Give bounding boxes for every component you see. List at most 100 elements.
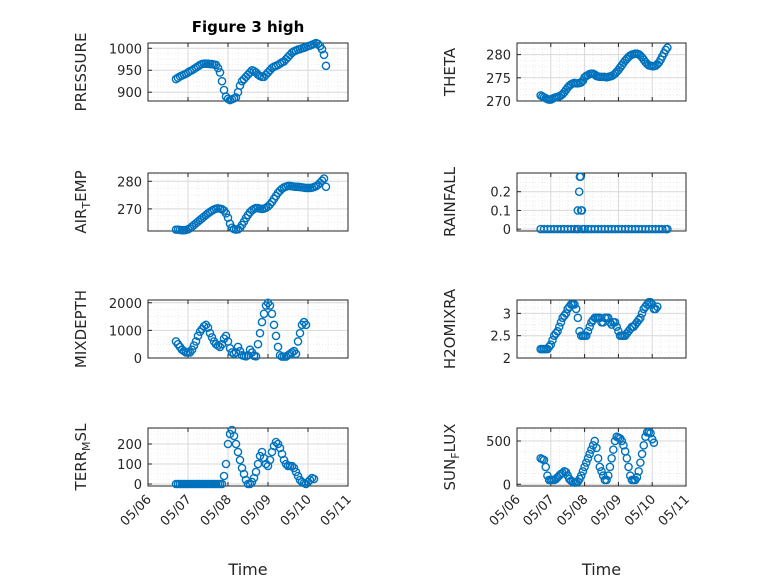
data-point [646, 428, 655, 438]
data-point [305, 475, 315, 485]
data-point [275, 350, 285, 360]
axes-box [516, 172, 687, 232]
x-tick-label: 05/07 [521, 492, 558, 529]
data-point [578, 466, 588, 476]
data-point [293, 471, 303, 481]
data-point [265, 455, 275, 465]
data-point [205, 328, 215, 338]
data-point [560, 311, 569, 320]
y-tick-label: 2 [503, 352, 511, 367]
data-point [225, 344, 235, 353]
x-tick-label: 05/08 [554, 492, 591, 529]
data-point [576, 471, 586, 480]
data-point [622, 453, 632, 463]
data-series [171, 425, 319, 489]
data-point [651, 304, 660, 314]
data-point [223, 439, 233, 449]
data-point [319, 50, 329, 60]
data-point [255, 328, 265, 338]
data-point [313, 39, 323, 49]
chart-title: Figure 3 high [192, 18, 305, 36]
data-series [536, 172, 672, 234]
data-point [245, 68, 255, 77]
data-point [233, 447, 243, 457]
data-point [287, 461, 297, 471]
data-point [634, 466, 643, 476]
data-point [573, 313, 583, 323]
data-point [581, 458, 591, 467]
y-tick-label: 0.1 [490, 204, 511, 219]
x-tick-label: 05/08 [198, 492, 235, 529]
subplot-mixdepth: 0 1000 2000 MIXDEPTH [72, 290, 349, 368]
x-tick-label: 05/09 [238, 492, 275, 529]
data-point [189, 341, 199, 350]
y-axis-label: RAINFALL [441, 166, 459, 237]
data-point [587, 445, 596, 454]
y-axis-label: THETA [441, 47, 459, 97]
data-point [636, 458, 645, 467]
y-tick-label: 100 [117, 458, 142, 473]
data-point [273, 342, 283, 352]
data-point [251, 467, 261, 477]
y-tick-label: 500 [486, 435, 511, 450]
axes-box [147, 42, 349, 102]
data-point [295, 328, 305, 338]
y-tick-label: 900 [117, 86, 142, 101]
data-point [663, 224, 672, 234]
data-point [583, 453, 593, 463]
data-point [602, 475, 611, 485]
y-tick-label: 275 [486, 72, 511, 87]
data-point [605, 462, 615, 472]
data-point [573, 206, 583, 215]
y-tick-label: 1000 [109, 42, 142, 57]
data-point [609, 445, 618, 454]
data-point [619, 441, 628, 450]
y-tick-label: 280 [486, 49, 511, 64]
subplot-theta: 270 275 280 THETA [441, 42, 687, 110]
y-tick-label: 2.5 [490, 330, 511, 345]
axes-box [147, 427, 349, 487]
axes-box [147, 299, 349, 359]
data-point [293, 337, 303, 346]
y-tick-label: 280 [117, 175, 142, 190]
data-point [213, 63, 223, 73]
data-point [636, 313, 645, 323]
x-axis-label: Time [581, 560, 621, 579]
data-point [245, 479, 255, 489]
data-point [255, 451, 265, 461]
data-point [554, 322, 564, 332]
data-point [287, 348, 297, 357]
y-tick-label: 200 [117, 438, 142, 453]
subplot-h2omixra: 2 2.5 3 H2OMIXRA [441, 288, 687, 369]
data-point [219, 471, 229, 481]
data-point [179, 346, 189, 356]
data-point [215, 68, 225, 77]
data-point [191, 337, 201, 346]
data-point [570, 300, 579, 309]
data-point [229, 431, 239, 441]
data-point [637, 449, 647, 459]
data-point [597, 466, 606, 476]
data-point [225, 429, 235, 439]
data-point [646, 297, 655, 307]
data-point [571, 304, 581, 314]
data-point [556, 318, 566, 327]
data-point [544, 342, 554, 352]
data-point [217, 76, 227, 86]
y-axis-label: MIXDEPTH [72, 290, 90, 368]
data-point [317, 44, 327, 54]
x-tick-label: 05/06 [118, 492, 155, 529]
data-point [207, 332, 217, 342]
data-point [661, 45, 671, 55]
data-point [663, 43, 672, 52]
data-point [227, 348, 237, 357]
data-point [267, 309, 277, 319]
data-series [536, 428, 659, 487]
data-point [574, 187, 584, 197]
data-point [227, 223, 237, 232]
data-point [231, 439, 241, 449]
y-tick-label: 0 [134, 478, 142, 493]
subplot-sun-flux: 0 500 SUNFLUX 05/0605/0705/0805/0905/1005/1… [441, 424, 693, 579]
y-tick-label: 0 [134, 352, 142, 367]
